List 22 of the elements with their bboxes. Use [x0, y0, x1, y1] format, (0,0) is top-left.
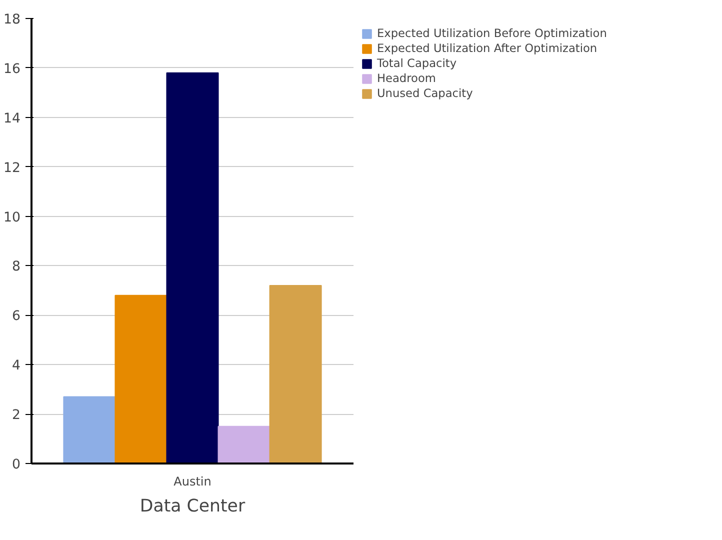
bar [114, 294, 168, 464]
y-tick-label: 8 [12, 260, 21, 275]
bar [218, 426, 270, 464]
legend-label: Expected Utilization Before Optimization [377, 26, 607, 40]
y-tick-label: 16 [4, 62, 21, 77]
y-tick-label: 12 [4, 160, 21, 176]
y-tick-label: 2 [12, 408, 21, 424]
y-tick-label: 10 [4, 210, 21, 226]
x-axis-title: Data Center [140, 496, 246, 516]
y-tick-label: 6 [12, 309, 21, 324]
y-tick-label: 0 [12, 458, 21, 472]
bar [166, 72, 219, 464]
y-tick-label: 14 [4, 111, 21, 126]
x-tick-label: Austin [174, 474, 212, 488]
bar [63, 396, 116, 464]
legend-label: Unused Capacity [377, 86, 473, 100]
bar [269, 285, 322, 464]
y-tick-label: 18 [4, 12, 21, 28]
legend-label: Total Capacity [377, 56, 457, 70]
legend-label: Expected Utilization After Optimization [377, 41, 598, 55]
legend-label: Headroom [377, 71, 436, 85]
y-tick-label: 4 [12, 358, 21, 374]
